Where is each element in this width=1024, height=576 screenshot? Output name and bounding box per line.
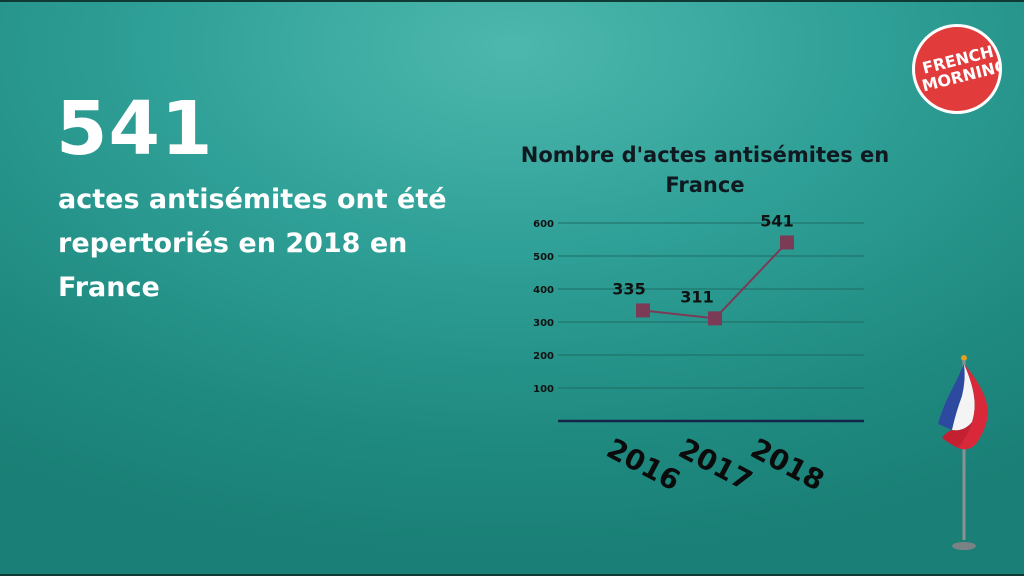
- data-point-2017: [708, 311, 722, 326]
- logo-wordmark: FRENCH MORNING: [916, 42, 999, 96]
- french-flag-icon: [938, 355, 988, 550]
- data-point-2016: [636, 303, 650, 318]
- y-tick-label: 300: [533, 318, 554, 329]
- data-point-2018: [780, 235, 794, 250]
- x-tick-label-2018: 2018: [745, 432, 829, 498]
- y-tick-label: 200: [533, 351, 554, 362]
- headline-number: 541: [56, 86, 214, 172]
- bottom-border: [0, 574, 1024, 576]
- x-tick-label-2017: 2017: [673, 432, 757, 498]
- y-tick-label: 500: [533, 252, 554, 263]
- data-label-2016: 335: [612, 279, 645, 298]
- y-tick-label: 600: [533, 219, 554, 230]
- y-tick-label: 100: [533, 384, 554, 395]
- x-tick-label-2016: 2016: [601, 432, 685, 498]
- data-label-2017: 311: [680, 287, 713, 306]
- french-morning-logo: FRENCH MORNING: [912, 24, 1002, 114]
- series-line: [642, 241, 788, 320]
- top-border: [0, 0, 1024, 2]
- headline-text: actes antisémites ont été repertoriés en…: [58, 184, 447, 303]
- y-tick-label: 400: [533, 285, 554, 296]
- data-label-2018: 541: [760, 211, 793, 230]
- chart-title: Nombre d'actes antisémites en France: [520, 143, 890, 197]
